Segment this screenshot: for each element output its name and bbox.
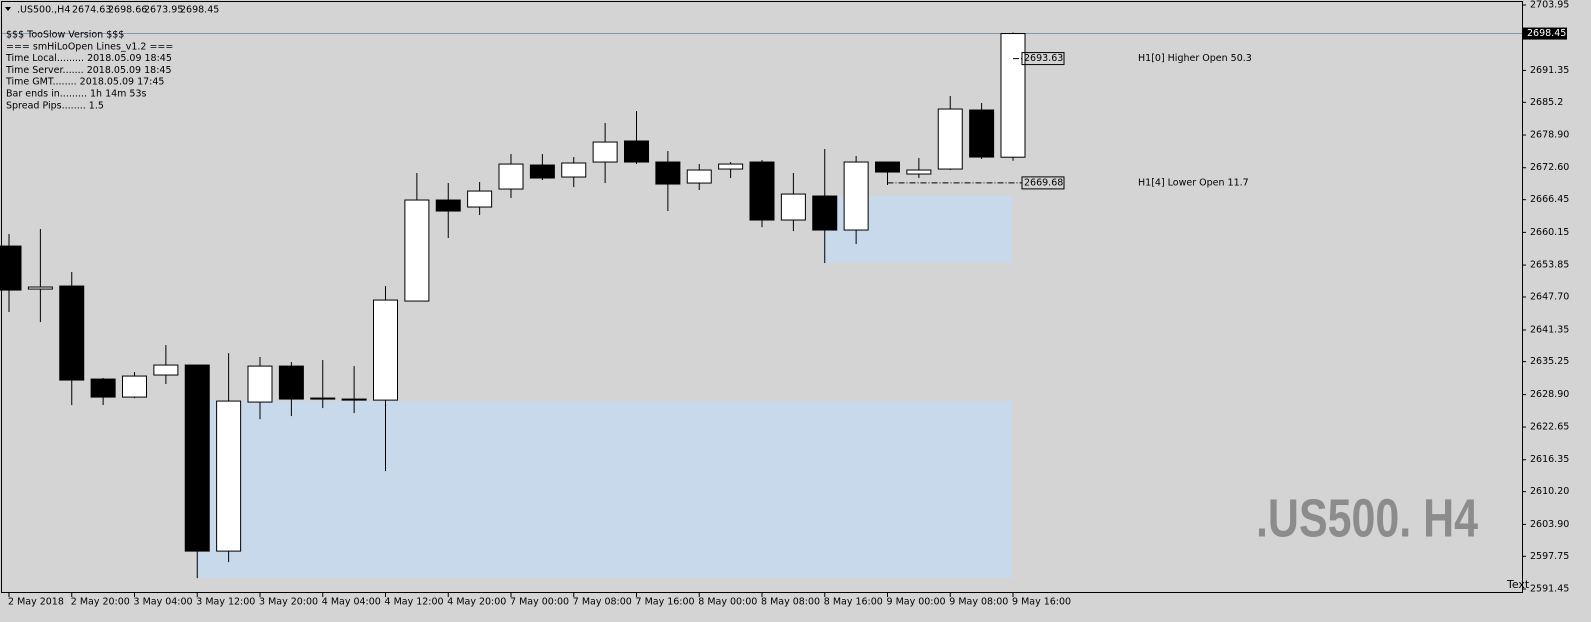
candle-body	[90, 378, 116, 398]
x-tick-label: 7 May 16:00	[636, 597, 695, 608]
y-tick-label: 2610.20	[1530, 486, 1569, 497]
price-label-box	[1523, 27, 1567, 40]
info-line: === smHiLoOpen Lines_v1.2 ===	[6, 41, 173, 52]
x-tick-label: 2 May 20:00	[71, 597, 130, 608]
candle-body	[184, 364, 210, 552]
level-label: 2693.63	[1024, 53, 1063, 64]
y-tick-label: 2685.2	[1530, 97, 1563, 108]
x-tick-label: 9 May 16:00	[1012, 597, 1071, 608]
candle-body	[812, 195, 838, 231]
plot	[0, 32, 1522, 579]
watermark: .US500. H4	[1256, 488, 1478, 548]
info-line: Time GMT........ 2018.05.09 17:45	[5, 77, 164, 88]
info-line: Time Server....... 2018.05.09 18:45	[5, 65, 172, 76]
x-tick-label: 8 May 08:00	[761, 597, 820, 608]
y-tick-label: 2622.65	[1530, 422, 1569, 433]
level-text: H1[0] Higher Open 50.3	[1138, 53, 1252, 64]
level-label: 2669.68	[1024, 177, 1063, 188]
level-label-box	[1021, 52, 1065, 66]
candle-body	[467, 190, 493, 208]
candle-body	[592, 141, 618, 163]
candle-body	[310, 397, 336, 400]
x-tick-label: 3 May 20:00	[259, 597, 318, 608]
candle-body	[969, 109, 995, 158]
x-tick-label: 4 May 20:00	[447, 597, 506, 608]
candle-body	[655, 161, 681, 185]
y-tick-label: 2678.90	[1530, 130, 1569, 141]
candle-body	[624, 140, 649, 163]
y-tick-label: 2672.60	[1530, 162, 1569, 173]
candle-body	[341, 398, 367, 401]
y-tick-label: 2653.85	[1530, 260, 1569, 271]
y-tick-label: 2597.75	[1530, 551, 1569, 562]
candle-body	[278, 365, 304, 400]
x-tick-label: 7 May 00:00	[510, 597, 569, 608]
candle-body	[529, 164, 555, 179]
y-tick-label: 2666.45	[1530, 194, 1569, 205]
candle-body	[875, 161, 900, 173]
x-tick-label: 9 May 00:00	[887, 597, 946, 608]
x-tick-label: 4 May 12:00	[385, 597, 444, 608]
price-label: 2698.45	[1527, 28, 1566, 39]
y-tick-label: 2691.35	[1530, 65, 1569, 76]
candle-body	[404, 199, 430, 302]
candle-body	[749, 161, 775, 221]
x-tick-label: 9 May 08:00	[949, 597, 1008, 608]
candle-body	[373, 299, 398, 401]
corner-text[interactable]: Text	[1506, 578, 1530, 591]
symbol: .US500.,H4	[17, 5, 70, 16]
header-high: 2698.66	[108, 5, 147, 16]
candle-body	[27, 286, 53, 290]
y-tick-label: 2616.35	[1530, 454, 1569, 465]
level-label-box	[1021, 176, 1065, 190]
candle-body	[561, 162, 587, 178]
header-low: 2673.95	[144, 5, 183, 16]
candle-body	[122, 375, 147, 398]
candle-body	[780, 193, 806, 221]
candle-body	[1000, 33, 1026, 158]
info-line: Bar ends in......... 1h 14m 53s	[6, 89, 147, 100]
candle-body	[843, 161, 869, 231]
y-tick-label: 2641.35	[1530, 324, 1569, 335]
candle-body	[937, 108, 963, 170]
level-text: H1[4] Lower Open 11.7	[1138, 177, 1249, 188]
header-open: 2674.63	[72, 5, 111, 16]
info-line: Time Local......... 2018.05.09 18:45	[5, 53, 172, 64]
y-tick-label: 2660.15	[1530, 227, 1569, 238]
y-tick-label: 2647.70	[1530, 292, 1569, 303]
candle-body	[59, 285, 85, 381]
candle-body	[153, 364, 179, 376]
x-tick-label: 4 May 04:00	[322, 597, 381, 608]
menu-arrow[interactable]	[5, 7, 11, 11]
candle-body	[686, 169, 712, 184]
x-tick-label: 8 May 16:00	[824, 597, 883, 608]
y-tick-label: 2628.90	[1530, 389, 1569, 400]
candle-body	[0, 245, 22, 291]
zone	[196, 401, 1012, 579]
y-tick-label: 2591.45	[1530, 584, 1569, 595]
candle-body	[216, 400, 242, 552]
x-tick-label: 3 May 04:00	[134, 597, 193, 608]
candle-body	[906, 169, 932, 175]
header-close: 2698.45	[180, 5, 219, 16]
info-line: Spread Pips........ 1.5	[6, 100, 104, 111]
x-tick-label: 2 May 2018	[8, 597, 64, 608]
y-tick-label: 2703.95	[1530, 0, 1569, 11]
y-tick-label: 2603.90	[1530, 519, 1569, 530]
x-tick-label: 3 May 12:00	[196, 597, 255, 608]
x-tick-label: 7 May 08:00	[573, 597, 632, 608]
zones	[196, 196, 1012, 579]
info-line: $$$ TooSlow Version $$$	[6, 30, 124, 41]
candle-body	[247, 365, 273, 403]
candle-body	[435, 199, 461, 212]
candle-body	[718, 163, 744, 170]
candle-body	[498, 163, 524, 190]
x-tick-label: 8 May 00:00	[698, 597, 757, 608]
y-tick-label: 2635.25	[1530, 356, 1569, 367]
